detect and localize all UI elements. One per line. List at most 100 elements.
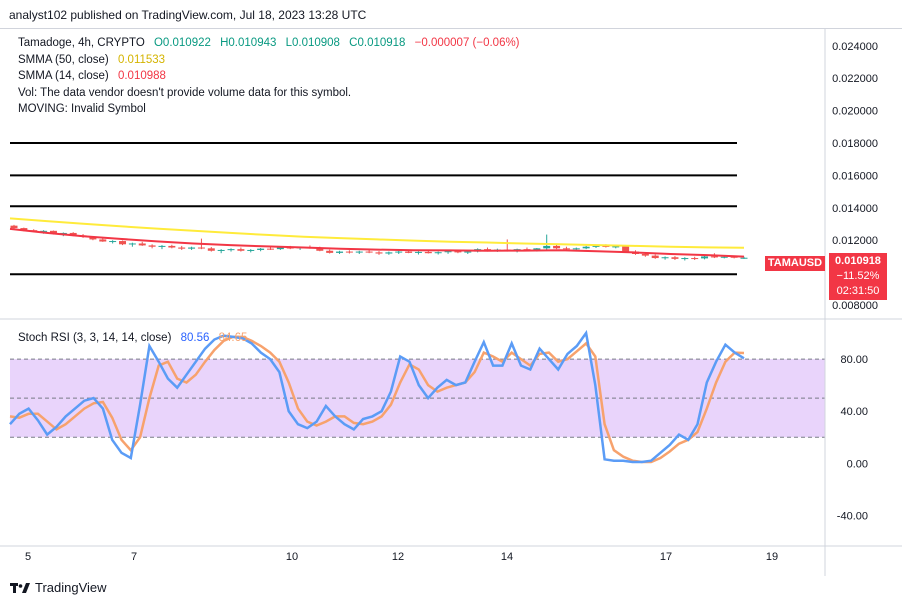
price-tick-label: 0.014000 bbox=[832, 203, 878, 215]
candle-body bbox=[622, 246, 630, 252]
candle-body bbox=[336, 251, 344, 253]
candle-body bbox=[612, 246, 620, 248]
stoch-k-value: 80.56 bbox=[180, 332, 210, 344]
stoch-tick-label: 40.00 bbox=[840, 406, 868, 418]
low-value: L0.010908 bbox=[285, 37, 340, 49]
candle-body bbox=[365, 251, 373, 253]
footer-brand: TradingView bbox=[35, 580, 107, 595]
smma50-legend[interactable]: SMMA (50, close) 0.011533 bbox=[18, 52, 165, 68]
candle-body bbox=[651, 255, 659, 259]
publisher-line: analyst102 published on TradingView.com,… bbox=[9, 8, 367, 22]
symbol-tag: TAMAUSD bbox=[765, 256, 825, 271]
smma14-value: 0.010988 bbox=[117, 70, 166, 82]
candle-body bbox=[217, 249, 225, 251]
candle-body bbox=[395, 251, 403, 253]
smma50-value: 0.011533 bbox=[117, 54, 166, 66]
candle-body bbox=[562, 248, 570, 250]
smma14-legend[interactable]: SMMA (14, close) 0.010988 bbox=[18, 68, 166, 84]
candle-body bbox=[434, 252, 442, 254]
candle-body bbox=[691, 258, 699, 260]
symbol-title: Tamadoge, 4h, CRYPTO bbox=[18, 37, 145, 49]
candle-body bbox=[276, 247, 284, 250]
candle-body bbox=[109, 241, 117, 243]
time-tick-label: 17 bbox=[660, 551, 672, 563]
price-tick-label: 0.016000 bbox=[832, 170, 878, 182]
tradingview-logo-icon bbox=[10, 582, 30, 593]
candle-body bbox=[602, 245, 610, 247]
tradingview-footer[interactable]: TradingView bbox=[10, 580, 107, 595]
candle-body bbox=[20, 228, 28, 231]
change-percent: −11.52% bbox=[836, 270, 880, 282]
candle-body bbox=[444, 251, 452, 253]
candle-body bbox=[405, 251, 413, 253]
candle-body bbox=[454, 251, 462, 253]
candle-body bbox=[138, 243, 146, 246]
candle-body bbox=[582, 246, 590, 249]
candle-body bbox=[553, 245, 561, 249]
stoch-legend[interactable]: Stoch RSI (3, 3, 14, 14, close) 80.56 84… bbox=[18, 330, 247, 346]
candle-body bbox=[10, 225, 18, 229]
candle-body bbox=[671, 257, 679, 259]
candle-body bbox=[533, 248, 541, 250]
candle-body bbox=[681, 258, 689, 260]
candle-body bbox=[572, 248, 580, 250]
last-price-tag: 0.010918 −11.52% 02:31:50 bbox=[829, 253, 887, 300]
change-value: −0.000007 (−0.06%) bbox=[414, 37, 520, 49]
stoch-tick-label: -40.00 bbox=[837, 510, 868, 522]
stoch-d-value: 84.65 bbox=[218, 332, 248, 344]
candle-body bbox=[247, 249, 255, 251]
last-price: 0.010918 bbox=[835, 255, 881, 267]
candle-body bbox=[227, 249, 235, 251]
candle-body bbox=[89, 236, 97, 240]
candle-body bbox=[730, 256, 738, 258]
high-value: H0.010943 bbox=[220, 37, 277, 49]
candle-body bbox=[710, 256, 718, 258]
price-tick-label: 0.008000 bbox=[832, 300, 878, 312]
smma50-label: SMMA (50, close) bbox=[18, 54, 109, 66]
smma14-label: SMMA (14, close) bbox=[18, 70, 109, 82]
candle-body bbox=[188, 247, 196, 249]
candle-body bbox=[128, 243, 136, 245]
time-tick-label: 12 bbox=[392, 551, 404, 563]
candle-body bbox=[385, 252, 393, 254]
candle-body bbox=[49, 230, 57, 234]
stoch-tick-label: 0.00 bbox=[847, 458, 868, 470]
candle-body bbox=[99, 239, 107, 242]
candle-body bbox=[40, 230, 48, 232]
time-tick-label: 19 bbox=[766, 551, 778, 563]
candle-body bbox=[641, 254, 649, 256]
price-tick-label: 0.022000 bbox=[832, 73, 878, 85]
candle-body bbox=[119, 241, 127, 245]
candle-body bbox=[592, 245, 600, 247]
candle-body bbox=[148, 245, 156, 247]
candle-body bbox=[414, 251, 422, 253]
price-tick-label: 0.020000 bbox=[832, 106, 878, 118]
time-tick-label: 10 bbox=[286, 551, 298, 563]
smma50-line bbox=[9, 217, 745, 249]
stoch-label: Stoch RSI (3, 3, 14, 14, close) bbox=[18, 332, 172, 344]
candle-body bbox=[543, 245, 551, 249]
candle-body bbox=[355, 251, 363, 253]
smma14-line bbox=[9, 227, 745, 258]
price-tick-label: 0.018000 bbox=[832, 138, 878, 150]
candle-body bbox=[375, 252, 383, 254]
bar-countdown: 02:31:50 bbox=[836, 285, 880, 297]
moving-note: MOVING: Invalid Symbol bbox=[18, 103, 146, 115]
candle-body bbox=[266, 248, 274, 250]
candle-body bbox=[701, 256, 709, 259]
time-tick-label: 14 bbox=[501, 551, 513, 563]
candle-body bbox=[661, 257, 669, 259]
candle-body bbox=[464, 251, 472, 253]
candle-body bbox=[257, 248, 265, 250]
stoch-tick-label: 80.00 bbox=[840, 354, 868, 366]
price-tick-label: 0.024000 bbox=[832, 41, 878, 53]
candle-body bbox=[158, 245, 166, 247]
close-value: C0.010918 bbox=[349, 37, 406, 49]
ohlc-legend: Tamadoge, 4h, CRYPTO O0.010922 H0.010943… bbox=[18, 35, 520, 51]
volume-note: Vol: The data vendor doesn't provide vol… bbox=[18, 87, 352, 99]
candle-body bbox=[207, 248, 215, 251]
frame-divider bbox=[0, 28, 902, 29]
candle-body bbox=[197, 247, 205, 249]
candle-body bbox=[237, 249, 245, 251]
candle-body bbox=[178, 247, 186, 249]
